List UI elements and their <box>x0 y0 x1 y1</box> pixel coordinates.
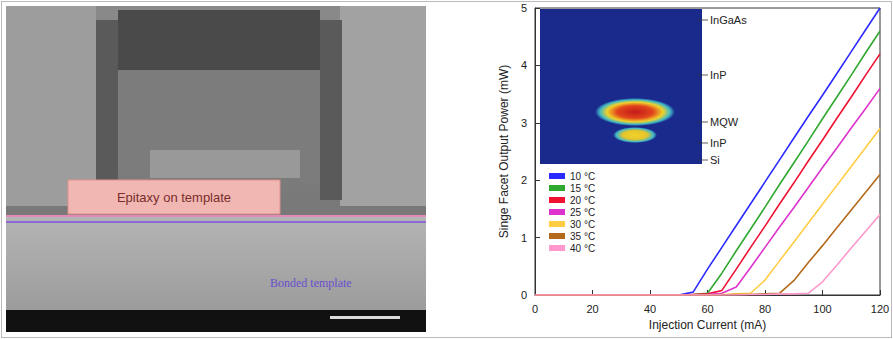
svg-text:2: 2 <box>521 174 527 186</box>
svg-text:0: 0 <box>532 303 538 315</box>
svg-text:Epitaxy on template: Epitaxy on template <box>117 190 231 205</box>
svg-text:15 °C: 15 °C <box>570 183 595 194</box>
svg-text:0: 0 <box>521 289 527 301</box>
svg-text:InP: InP <box>710 137 727 149</box>
svg-text:25 °C: 25 °C <box>570 207 595 218</box>
svg-text:20: 20 <box>586 303 598 315</box>
svg-text:10 °C: 10 °C <box>570 171 595 182</box>
svg-text:3: 3 <box>521 117 527 129</box>
svg-text:30 °C: 30 °C <box>570 219 595 230</box>
svg-text:60: 60 <box>701 303 713 315</box>
svg-text:Injection Current (mA): Injection Current (mA) <box>649 318 766 332</box>
svg-text:1: 1 <box>521 232 527 244</box>
svg-text:InP: InP <box>710 69 727 81</box>
svg-text:40: 40 <box>644 303 656 315</box>
svg-text:Bonded template: Bonded template <box>270 276 352 290</box>
svg-text:35 °C: 35 °C <box>570 231 595 242</box>
svg-text:20 °C: 20 °C <box>570 195 595 206</box>
svg-text:40 °C: 40 °C <box>570 243 595 254</box>
svg-text:100: 100 <box>813 303 831 315</box>
svg-text:5: 5 <box>521 2 527 14</box>
svg-text:Si: Si <box>710 154 720 166</box>
svg-text:Singe Facet Output Power (mW): Singe Facet Output Power (mW) <box>497 65 511 238</box>
svg-text:4: 4 <box>521 59 527 71</box>
svg-text:InGaAs: InGaAs <box>710 14 747 26</box>
svg-text:120: 120 <box>871 303 889 315</box>
svg-text:80: 80 <box>759 303 771 315</box>
svg-text:MQW: MQW <box>710 116 739 128</box>
